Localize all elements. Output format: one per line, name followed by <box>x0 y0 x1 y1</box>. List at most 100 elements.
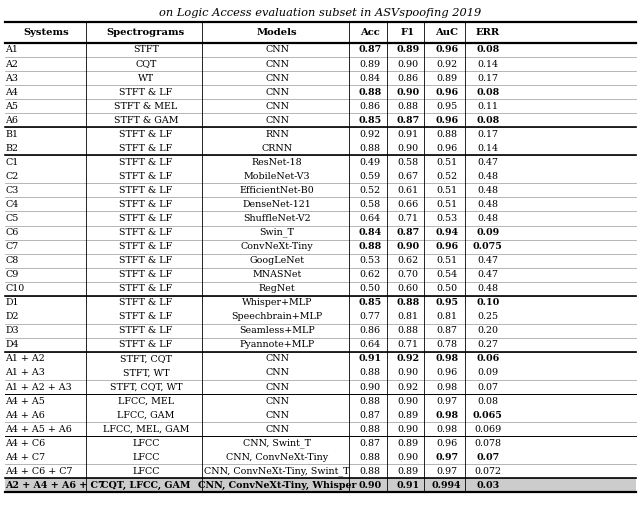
Text: CQT: CQT <box>135 60 157 69</box>
Text: 0.67: 0.67 <box>397 172 419 181</box>
Text: 0.065: 0.065 <box>473 411 502 420</box>
Text: 0.47: 0.47 <box>477 270 498 279</box>
Text: STFT & LF: STFT & LF <box>119 256 173 265</box>
Text: LFCC: LFCC <box>132 467 159 476</box>
Text: 0.64: 0.64 <box>359 214 381 223</box>
Text: 0.90: 0.90 <box>397 60 419 69</box>
Text: ShuffleNet-V2: ShuffleNet-V2 <box>243 214 311 223</box>
Text: B2: B2 <box>5 144 18 153</box>
Text: 0.88: 0.88 <box>436 130 457 139</box>
Text: C6: C6 <box>5 228 19 237</box>
Text: STFT & LF: STFT & LF <box>119 341 173 350</box>
Text: A4 + C6 + C7: A4 + C6 + C7 <box>5 467 72 476</box>
Text: A2: A2 <box>5 60 18 69</box>
Text: C2: C2 <box>5 172 19 181</box>
Text: 0.89: 0.89 <box>436 73 458 83</box>
Text: 0.48: 0.48 <box>477 186 498 195</box>
Text: CNN: CNN <box>265 88 289 96</box>
Text: C1: C1 <box>5 158 19 167</box>
Text: 0.09: 0.09 <box>476 228 499 237</box>
Text: Spectrograms: Spectrograms <box>107 28 185 37</box>
Text: 0.98: 0.98 <box>436 383 458 391</box>
Text: EfficientNet-B0: EfficientNet-B0 <box>240 186 314 195</box>
Text: 0.52: 0.52 <box>359 186 381 195</box>
Text: STFT & LF: STFT & LF <box>119 312 173 321</box>
Text: A1 + A2: A1 + A2 <box>5 354 45 364</box>
Text: 0.072: 0.072 <box>474 467 501 476</box>
Text: CNN: CNN <box>265 102 289 111</box>
Text: Systems: Systems <box>23 28 69 37</box>
Text: STFT, CQT: STFT, CQT <box>120 354 172 364</box>
Text: 0.92: 0.92 <box>397 383 419 391</box>
Text: C7: C7 <box>5 242 19 251</box>
Text: CQT, LFCC, GAM: CQT, LFCC, GAM <box>101 481 191 490</box>
Text: 0.62: 0.62 <box>359 270 381 279</box>
Text: 0.17: 0.17 <box>477 73 498 83</box>
Text: GoogLeNet: GoogLeNet <box>250 256 305 265</box>
Text: CNN: CNN <box>265 397 289 406</box>
Text: 0.88: 0.88 <box>360 144 380 153</box>
Text: STFT & LF: STFT & LF <box>119 144 173 153</box>
Text: 0.48: 0.48 <box>477 200 498 209</box>
Text: MNASNet: MNASNet <box>253 270 301 279</box>
Text: 0.97: 0.97 <box>435 453 458 462</box>
Text: 0.87: 0.87 <box>436 326 457 335</box>
Text: 0.88: 0.88 <box>360 368 380 377</box>
Text: STFT & MEL: STFT & MEL <box>115 102 177 111</box>
Text: A1 + A3: A1 + A3 <box>5 368 45 377</box>
Text: 0.86: 0.86 <box>359 102 381 111</box>
Text: 0.98: 0.98 <box>435 354 458 364</box>
Text: CNN: CNN <box>265 424 289 434</box>
Text: Whisper+MLP: Whisper+MLP <box>242 298 312 307</box>
Text: STFT & LF: STFT & LF <box>119 200 173 209</box>
Text: 0.87: 0.87 <box>360 411 380 420</box>
Text: 0.64: 0.64 <box>359 341 381 350</box>
Text: 0.85: 0.85 <box>358 298 381 307</box>
Text: 0.90: 0.90 <box>396 88 419 96</box>
Text: 0.51: 0.51 <box>436 158 458 167</box>
Text: 0.90: 0.90 <box>397 453 419 462</box>
Text: 0.08: 0.08 <box>476 88 499 96</box>
Text: 0.98: 0.98 <box>435 411 458 420</box>
Text: LFCC, MEL: LFCC, MEL <box>118 397 174 406</box>
Text: A2 + A4 + A6 + C7: A2 + A4 + A6 + C7 <box>5 481 105 490</box>
Text: STFT & LF: STFT & LF <box>119 242 173 251</box>
Text: 0.92: 0.92 <box>436 60 458 69</box>
Text: STFT & LF: STFT & LF <box>119 326 173 335</box>
Text: 0.54: 0.54 <box>436 270 458 279</box>
Text: CNN, ConvNeXt-Tiny: CNN, ConvNeXt-Tiny <box>226 453 328 462</box>
Text: 0.53: 0.53 <box>359 256 381 265</box>
Text: A1: A1 <box>5 46 18 54</box>
Text: 0.51: 0.51 <box>436 200 458 209</box>
Text: STFT & LF: STFT & LF <box>119 298 173 307</box>
Text: 0.78: 0.78 <box>436 341 457 350</box>
Text: STFT & LF: STFT & LF <box>119 186 173 195</box>
Text: 0.20: 0.20 <box>477 326 498 335</box>
Text: A4 + A5 + A6: A4 + A5 + A6 <box>5 424 72 434</box>
Text: 0.84: 0.84 <box>358 228 381 237</box>
Text: 0.90: 0.90 <box>359 383 381 391</box>
Text: 0.11: 0.11 <box>477 102 498 111</box>
Text: 0.92: 0.92 <box>359 130 381 139</box>
Text: CRNN: CRNN <box>262 144 292 153</box>
Text: C5: C5 <box>5 214 19 223</box>
Text: STFT & LF: STFT & LF <box>119 158 173 167</box>
Text: 0.86: 0.86 <box>397 73 419 83</box>
Text: Seamless+MLP: Seamless+MLP <box>239 326 315 335</box>
Text: 0.14: 0.14 <box>477 60 498 69</box>
Text: 0.77: 0.77 <box>360 312 380 321</box>
Text: C3: C3 <box>5 186 19 195</box>
Text: 0.90: 0.90 <box>396 242 419 251</box>
Text: on Logic Access evaluation subset in ASVspoofing 2019: on Logic Access evaluation subset in ASV… <box>159 8 481 18</box>
Text: 0.50: 0.50 <box>436 284 458 293</box>
Text: CNN, ConvNeXt-Tiny, Whisper: CNN, ConvNeXt-Tiny, Whisper <box>198 481 356 490</box>
Text: CNN: CNN <box>265 73 289 83</box>
Text: 0.88: 0.88 <box>360 424 380 434</box>
Text: 0.88: 0.88 <box>396 298 419 307</box>
Text: 0.89: 0.89 <box>359 60 381 69</box>
Text: STFT & LF: STFT & LF <box>119 88 173 96</box>
Text: 0.81: 0.81 <box>397 312 418 321</box>
Text: CNN: CNN <box>265 60 289 69</box>
Text: 0.91: 0.91 <box>396 481 419 490</box>
Text: 0.09: 0.09 <box>477 368 499 377</box>
